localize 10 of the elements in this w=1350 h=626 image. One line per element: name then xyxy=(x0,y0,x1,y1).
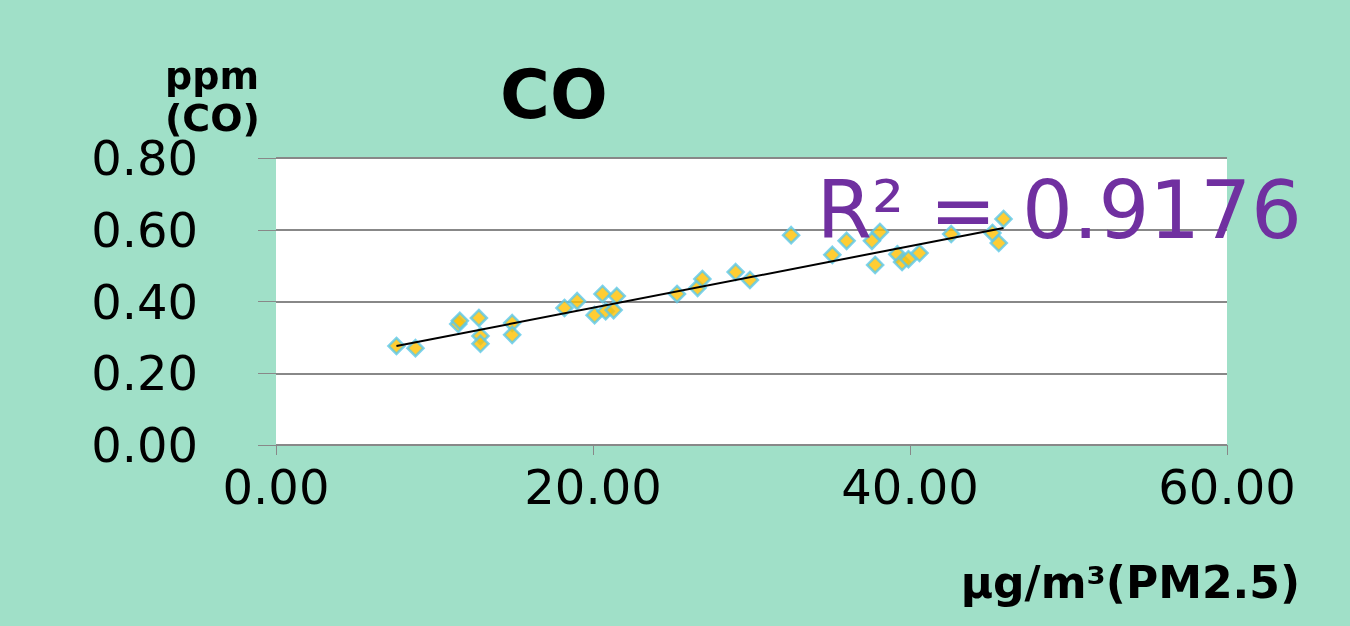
x-axis-title: µg/m³(PM2.5) xyxy=(960,556,1301,608)
chart-title: CO xyxy=(500,54,608,134)
y-tick-label: 0.60 xyxy=(91,201,198,258)
y-tick-label: 0.00 xyxy=(91,417,198,473)
x-tick-label: 60.00 xyxy=(1158,459,1296,515)
x-tick-label: 20.00 xyxy=(524,459,662,515)
y-tick-label: 0.20 xyxy=(91,345,198,402)
x-tick-label: 40.00 xyxy=(841,459,979,515)
y-tick-label: 0.40 xyxy=(91,273,198,330)
x-tick-label: 0.00 xyxy=(222,459,330,515)
